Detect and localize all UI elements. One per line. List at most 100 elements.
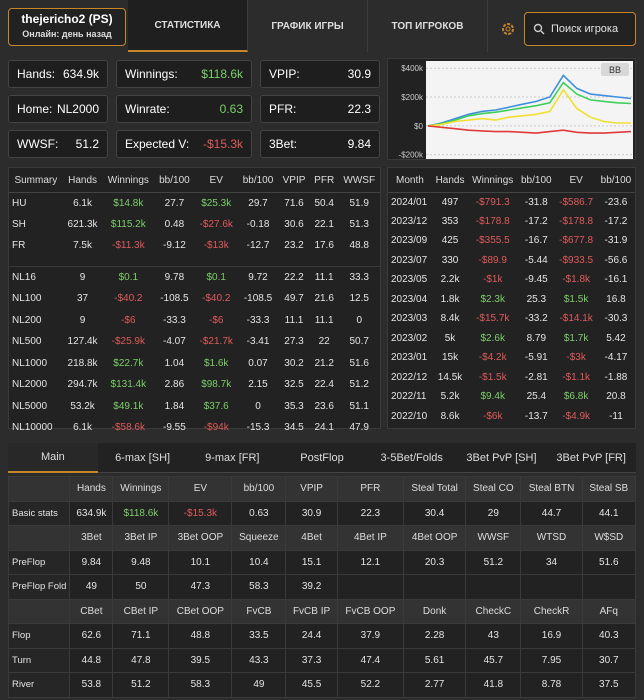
cell: -$15.7k [476,313,510,325]
nav-tab[interactable]: ГРАФИК ИГРЫ [248,0,368,52]
detail-tab[interactable]: 3-5Bet/Folds [366,443,457,473]
cell: $98.7k [201,379,232,391]
bb-button[interactable] [601,63,629,76]
cell: 24.1 [314,422,334,434]
row-label: NL100 [12,293,42,305]
header-cell: CBet IP [112,598,170,624]
detail-table: Hands Winnings EV bb/100 VPIP PFR Steal Total S… [7,476,637,698]
stat-card: Hands: 634.9k [8,60,108,88]
stat-value: 22.3 [347,102,371,116]
cell: $25.3k [201,197,232,209]
detail-tab[interactable]: 3Bet PvP [SH] [456,443,547,473]
stat-value: 0.63 [219,102,243,116]
header-cell: EV [209,175,223,187]
header-cell: CBet [69,598,114,624]
chart-line [427,74,632,127]
detail-tab[interactable]: Main [8,443,98,473]
cell: -17.2 [524,215,548,227]
stat-value: 51.2 [75,137,99,151]
stat-value: 30.9 [347,67,371,81]
cell: 71.1 [112,623,170,649]
stat-card: Home: NL2000 [8,95,108,123]
cell: 49 [231,672,287,698]
empty-cell [465,574,522,600]
nav-tab[interactable]: СТАТИСТИКА [128,0,248,52]
cell: -$355.5 [475,235,510,247]
cell: -13.7 [524,410,548,422]
cell: 2.2k [440,274,460,286]
cell: -4.17 [604,352,628,364]
header-cell: VPIP [282,175,306,187]
cell: 2.86 [164,379,185,391]
cell: 37.9 [336,623,405,649]
bb-button-label: BB [609,65,621,75]
cell: 2.15 [248,379,268,391]
cell: -12.7 [246,240,270,252]
cell: $0.1 [206,272,226,283]
cell: 50.7 [349,336,369,348]
cell: 15.1 [285,549,338,575]
row: 2024/01 497 -$791.3 -31.8 -$586.7 -23.6 [388,192,635,212]
cell: $37.6 [203,400,229,412]
y-tick-label: $400k [401,64,424,73]
cell: -5.44 [524,254,548,266]
row: FR 7.5k -$11.3k -9.12 -$13k -12.7 23.2 17.6 48.8 [9,235,380,257]
cell: 33.3 [349,272,369,283]
detail-tab[interactable]: 6-max [SH] [97,443,188,473]
row: Flop 62.6 71.1 48.8 33.5 24.4 37.9 2.28 43 16.9 40… [7,623,637,649]
row-label: 2023/07 [391,254,428,266]
cell: 51.6 [349,357,369,369]
cell: 45.7 [465,647,522,673]
cell: -16.7 [524,235,548,247]
row-label: FR [12,240,26,252]
mini-chart: $400k $200k $0 -$200k BB [387,58,636,160]
cell: 30.4 [403,500,467,526]
corner-cell [7,598,71,624]
row-label: River [7,672,71,698]
cell: -$40.2 [202,293,231,305]
stat-label: Winrate: [125,102,170,116]
cell: -$6 [208,314,224,326]
cell: 25.4 [526,391,547,403]
row: 2023/07 330 -$89.9 -5.44 -$933.5 -56.6 [388,251,635,271]
cell: 11.1 [314,272,334,283]
row: NL16 9 $0.1 9.78 $0.1 9.72 22.2 11.1 33.3 [9,267,380,289]
row: NL200 9 -$6 -33.3 -$6 -33.3 11.1 11.1 0 [9,310,380,332]
cell: $1.5k [563,293,589,305]
stat-label: PFR: [269,102,297,116]
detail-tab[interactable]: 9-max [FR] [187,443,278,473]
stat-label: VPIP: [269,67,300,81]
player-box[interactable]: thejericho2 (PS) Онлайн: день назад [8,8,126,46]
header-cell: 4Bet [285,525,338,551]
cell: -$4.9k [562,410,591,422]
chart-line [427,125,632,134]
cell: $6.8k [563,391,589,403]
row-label: NL200 [12,314,42,326]
cell: 50 [112,574,170,600]
top-tabs: СТАТИСТИКА ГРАФИК ИГРЫ ТОП ИГРОКОВ [128,0,488,55]
cell: -15.3 [246,422,270,434]
header-cell: Steal Total [403,476,467,502]
cell: 9 [79,314,86,326]
header-cell: 3Bet OOP [168,525,233,551]
cell: -$6 [121,314,136,326]
header-cell: W$SD [581,525,637,551]
search-box[interactable]: Поиск игрока [524,12,636,46]
header-cell: bb/100 [242,175,274,187]
cell: -$25.9k [111,336,145,348]
detail-tab[interactable]: PostFlop [277,443,367,473]
cell: 43.3 [231,647,287,673]
stat-value: 634.9k [62,67,99,81]
settings-icon[interactable] [500,21,516,37]
cell: 2.28 [403,623,467,649]
cell: 47.4 [336,647,405,673]
nav-tab[interactable]: ТОП ИГРОКОВ [368,0,488,52]
y-tick-label: $200k [401,93,424,102]
detail-tab[interactable]: 3Bet PvP [FR] [546,443,637,473]
cell: 5.2k [440,391,460,403]
row-label: Flop [7,623,71,649]
row-label: 2023/01 [391,352,428,364]
cell: -$791.3 [475,196,510,208]
header-cell: FvCB IP [285,598,338,624]
row: 2022/11 5.2k $9.4k 25.4 $6.8k 20.8 [388,387,635,407]
